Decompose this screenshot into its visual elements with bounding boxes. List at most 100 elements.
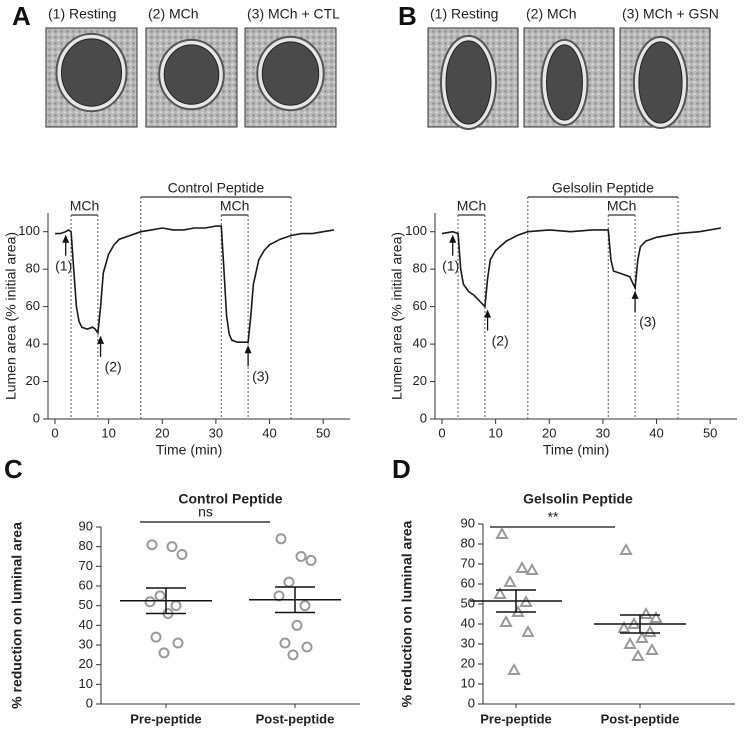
- y-tick-label: 70: [461, 555, 475, 570]
- x-tick-label: 30: [596, 425, 610, 440]
- data-point: [150, 631, 162, 643]
- image-caption: (1) Resting: [48, 6, 116, 22]
- y-tick-label: 0: [86, 695, 93, 710]
- data-point: [158, 647, 170, 659]
- data-point: [291, 619, 303, 631]
- y-tick-label: 70: [79, 558, 93, 573]
- data-point: [521, 624, 535, 637]
- data-point: [495, 526, 509, 539]
- data-point: [279, 637, 291, 649]
- x-tick-label: 10: [101, 425, 115, 440]
- data-point: [170, 600, 182, 612]
- y-tick-label: 0: [33, 410, 40, 425]
- arrow-head: [244, 345, 252, 354]
- x-tick-label: 30: [209, 425, 223, 440]
- period-label: MCh: [607, 198, 637, 214]
- y-tick-label: 10: [461, 675, 475, 690]
- x-axis-label: Time (min): [543, 442, 609, 458]
- arrow-head: [62, 234, 70, 243]
- y-tick-label: 80: [79, 538, 93, 553]
- lumen: [163, 44, 220, 105]
- y-tick-label: 90: [79, 518, 93, 533]
- period-label: MCh: [70, 198, 100, 214]
- data-point: [154, 590, 166, 602]
- trace: [55, 225, 335, 343]
- y-tick-label: 30: [79, 636, 93, 651]
- y-tick-label: 20: [461, 655, 475, 670]
- lumen: [261, 41, 320, 106]
- y-tick-label: 50: [79, 597, 93, 612]
- panel-letter: B: [398, 1, 417, 31]
- period-label: MCh: [220, 198, 250, 214]
- y-tick-label: 60: [461, 575, 475, 590]
- x-tick-label: Post-peptide: [601, 711, 680, 726]
- data-point: [639, 606, 653, 619]
- y-axis-label: Lumen area (% initial area): [389, 232, 405, 400]
- y-tick-label: 0: [420, 410, 427, 425]
- chart-title: Gelsolin Peptide: [523, 491, 633, 507]
- y-tick-label: 40: [26, 336, 40, 351]
- y-tick-label: 60: [26, 298, 40, 313]
- data-point: [275, 533, 287, 545]
- data-point: [144, 596, 156, 608]
- y-tick-label: 100: [18, 223, 40, 238]
- data-point: [273, 590, 285, 602]
- y-axis-label: Lumen area (% initial area): [3, 232, 19, 400]
- x-tick-label: Post-peptide: [256, 711, 335, 726]
- x-axis-label: Time (min): [156, 442, 222, 458]
- significance-label: **: [548, 509, 559, 525]
- period-label: MCh: [457, 198, 487, 214]
- chart-title: Control Peptide: [178, 491, 282, 507]
- y-tick-label: 80: [413, 261, 427, 276]
- data-point: [305, 554, 317, 566]
- arrow-label: (3): [252, 368, 269, 384]
- y-tick-label: 10: [79, 676, 93, 691]
- image-caption: (2) MCh: [526, 6, 577, 22]
- y-tick-label: 20: [26, 373, 40, 388]
- x-tick-label: 20: [155, 425, 169, 440]
- x-tick-label: 40: [649, 425, 663, 440]
- y-tick-label: 20: [79, 656, 93, 671]
- y-tick-label: 80: [461, 535, 475, 550]
- y-tick-label: 60: [413, 298, 427, 313]
- lumen: [546, 44, 583, 121]
- trace: [441, 227, 722, 309]
- y-tick-label: 60: [79, 577, 93, 592]
- y-tick-label: 100: [405, 223, 427, 238]
- data-point: [176, 549, 188, 561]
- image-caption: (1) Resting: [430, 6, 498, 22]
- data-point: [631, 648, 645, 661]
- x-tick-label: Pre-peptide: [480, 711, 552, 726]
- image-caption: (3) MCh + CTL: [247, 6, 340, 22]
- image-caption: (3) MCh + GSN: [622, 6, 719, 22]
- data-point: [507, 662, 521, 675]
- data-point: [287, 649, 299, 661]
- y-tick-label: 0: [468, 695, 475, 710]
- y-axis-label: % reduction on luminal area: [399, 520, 415, 707]
- x-tick-label: 20: [542, 425, 556, 440]
- arrow-head: [484, 309, 492, 318]
- x-tick-label: 50: [703, 425, 717, 440]
- data-point: [301, 641, 313, 653]
- y-tick-label: 30: [461, 635, 475, 650]
- data-point: [643, 624, 657, 637]
- data-point: [146, 539, 158, 551]
- data-point: [619, 542, 633, 555]
- x-tick-label: 10: [488, 425, 502, 440]
- data-point: [499, 614, 513, 627]
- significance-label: ns: [198, 504, 213, 520]
- x-tick-label: 0: [438, 425, 445, 440]
- y-tick-label: 80: [26, 261, 40, 276]
- arrow-label: (2): [492, 332, 509, 348]
- lumen: [638, 41, 683, 124]
- y-tick-label: 40: [461, 615, 475, 630]
- panel-letter: D: [392, 454, 411, 484]
- y-tick-label: 50: [461, 595, 475, 610]
- y-tick-label: 90: [461, 515, 475, 530]
- data-point: [623, 636, 637, 649]
- arrow-label: (1): [442, 257, 459, 273]
- data-point: [649, 610, 663, 623]
- arrow-label: (2): [105, 359, 122, 375]
- x-tick-label: 40: [262, 425, 276, 440]
- y-tick-label: 20: [413, 373, 427, 388]
